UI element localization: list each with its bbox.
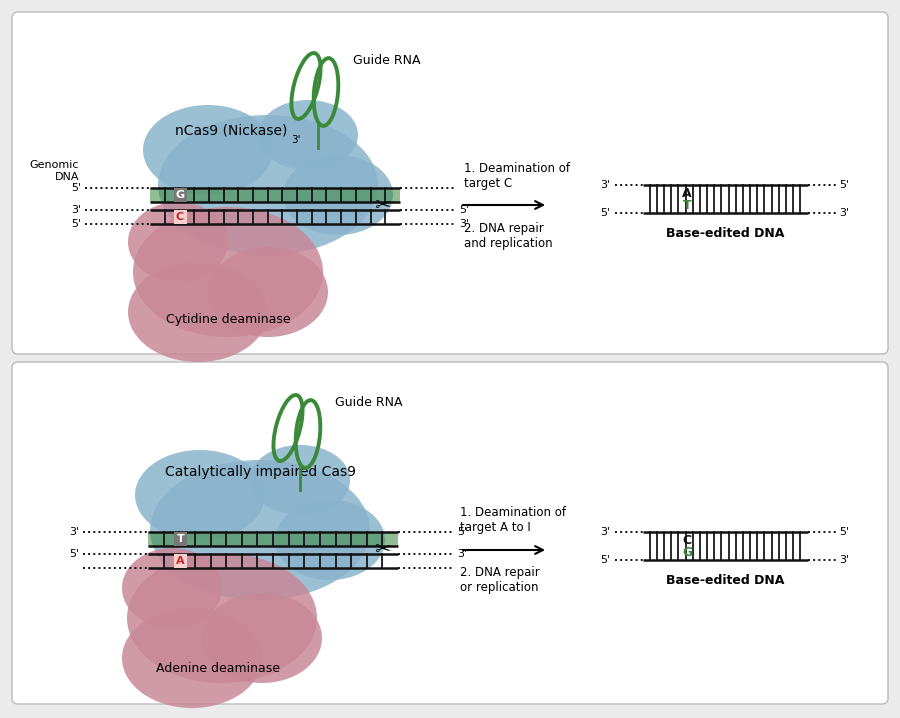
Text: Cytidine deaminase: Cytidine deaminase [166, 314, 291, 327]
Ellipse shape [133, 207, 323, 337]
Ellipse shape [208, 247, 328, 337]
Ellipse shape [128, 262, 268, 362]
Text: Base-edited DNA: Base-edited DNA [666, 574, 784, 587]
Ellipse shape [128, 202, 228, 282]
Text: 3': 3' [840, 208, 850, 218]
Bar [150, 188, 400, 202]
Text: Guide RNA: Guide RNA [353, 54, 420, 67]
Ellipse shape [122, 608, 262, 708]
Text: 5': 5' [71, 183, 81, 193]
Text: 3': 3' [840, 555, 850, 565]
Ellipse shape [127, 553, 317, 683]
Text: T: T [176, 534, 184, 544]
Ellipse shape [150, 460, 370, 600]
Ellipse shape [122, 548, 222, 628]
Text: 3': 3' [459, 219, 469, 229]
Text: C: C [176, 212, 184, 222]
Text: Catalytically impaired Cas9: Catalytically impaired Cas9 [165, 465, 356, 479]
Text: 5': 5' [71, 219, 81, 229]
Text: Adenine deaminase: Adenine deaminase [156, 661, 280, 674]
Text: A: A [682, 187, 692, 200]
Text: G: G [176, 190, 184, 200]
Text: 5': 5' [457, 527, 467, 537]
Text: A: A [176, 556, 184, 566]
Text: ✂: ✂ [374, 541, 391, 559]
Text: 1. Deamination of
target C: 1. Deamination of target C [464, 162, 570, 190]
FancyArrowPatch shape [463, 546, 543, 554]
Ellipse shape [283, 155, 393, 235]
Ellipse shape [143, 105, 273, 195]
Bar [174, 532, 187, 546]
Text: 3': 3' [71, 205, 81, 215]
Text: 5': 5' [840, 527, 850, 537]
Text: 5': 5' [69, 549, 79, 559]
Text: 5': 5' [600, 555, 610, 565]
Text: C: C [682, 534, 691, 547]
Ellipse shape [135, 450, 265, 540]
Text: T: T [683, 199, 691, 212]
Ellipse shape [158, 115, 378, 255]
Text: 5': 5' [459, 205, 469, 215]
Ellipse shape [258, 100, 358, 170]
Text: Base-edited DNA: Base-edited DNA [666, 227, 784, 240]
Text: ✂: ✂ [374, 197, 391, 215]
Bar [148, 532, 398, 546]
Text: 3': 3' [457, 549, 467, 559]
FancyBboxPatch shape [12, 12, 888, 354]
Bar [174, 210, 186, 224]
Text: 2. DNA repair
or replication: 2. DNA repair or replication [460, 566, 540, 594]
Text: Genomic
DNA: Genomic DNA [30, 160, 79, 182]
Text: 2. DNA repair
and replication: 2. DNA repair and replication [464, 222, 553, 250]
Ellipse shape [275, 500, 385, 580]
Text: 3': 3' [600, 527, 610, 537]
Bar [174, 188, 186, 202]
Text: Guide RNA: Guide RNA [335, 396, 402, 409]
Text: 5': 5' [840, 180, 850, 190]
Text: 3': 3' [600, 180, 610, 190]
Text: 5': 5' [600, 208, 610, 218]
Text: 3': 3' [69, 527, 79, 537]
Bar [174, 554, 187, 568]
Text: nCas9 (Nickase): nCas9 (Nickase) [175, 123, 287, 137]
FancyArrowPatch shape [463, 201, 543, 209]
Text: 1. Deamination of
target A to I: 1. Deamination of target A to I [460, 506, 566, 534]
Ellipse shape [202, 593, 322, 683]
Text: 3': 3' [292, 135, 301, 145]
FancyBboxPatch shape [12, 362, 888, 704]
Text: G: G [682, 546, 692, 559]
Ellipse shape [250, 445, 350, 515]
